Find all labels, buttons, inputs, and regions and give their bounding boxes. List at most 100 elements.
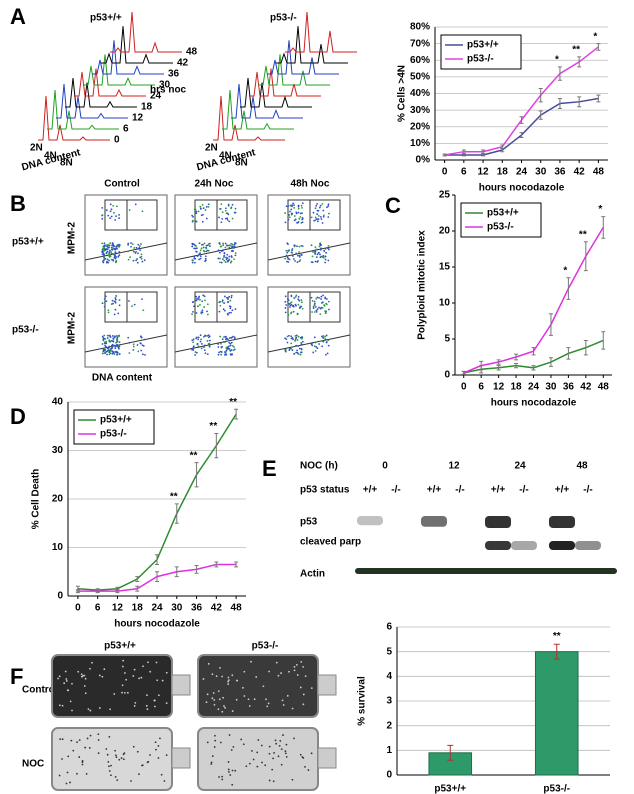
facs-dot: [300, 347, 303, 350]
facs-dot: [202, 246, 205, 249]
facs-dot: [313, 251, 316, 254]
y-tick-label: 80%: [410, 22, 430, 33]
colony: [272, 757, 274, 760]
facs-dot: [103, 305, 106, 308]
facs-dot: [312, 305, 315, 308]
facs-dot: [325, 303, 328, 306]
facs-dot: [101, 214, 104, 217]
y-tick-label: 40: [52, 397, 64, 408]
facs-dot: [204, 257, 207, 260]
ploidy-tick: 4N: [219, 151, 232, 162]
colony: [66, 771, 69, 774]
colony: [121, 691, 123, 694]
facs-dot: [286, 256, 289, 259]
facs-dot: [199, 207, 202, 210]
colony: [105, 748, 108, 750]
colony: [275, 742, 278, 745]
facs-dot: [199, 205, 202, 208]
facs-dot: [224, 295, 226, 298]
band-label: cleaved parp: [300, 537, 361, 548]
colony: [304, 675, 307, 678]
facs-dot: [318, 206, 321, 209]
error-bar: [601, 216, 606, 239]
facs-dot: [132, 250, 135, 253]
facs-dot: [193, 255, 196, 258]
colony: [302, 703, 305, 706]
facs-dot: [116, 353, 118, 356]
histogram-trace: [249, 68, 321, 97]
facs-dot: [234, 308, 237, 311]
colony: [149, 754, 151, 756]
colony: [281, 699, 284, 702]
facs-dot: [227, 260, 229, 263]
histogram-trace: [101, 26, 173, 64]
error-bar: [479, 360, 484, 371]
facs-dot: [314, 216, 317, 219]
facs-dot: [284, 212, 286, 214]
facs-dot: [108, 340, 111, 343]
colony: [136, 750, 139, 753]
colony: [140, 676, 143, 679]
facs-dot: [204, 352, 207, 355]
error-bar: [481, 149, 486, 154]
facs-dot: [289, 210, 291, 213]
facs-dot: [207, 336, 210, 339]
facs-frame: [267, 194, 351, 276]
band: [511, 541, 537, 550]
gate-line: [84, 334, 168, 353]
facs-dot: [206, 244, 209, 247]
facs-dot: [116, 339, 118, 341]
facs-dot: [107, 348, 110, 351]
facs-dot: [118, 335, 120, 338]
colony: [206, 741, 209, 744]
y-tick-label: 40%: [410, 88, 430, 99]
noc-time: 24: [514, 461, 526, 472]
facs-dot: [301, 221, 304, 224]
facs-dot: [325, 353, 327, 356]
facs-dot: [292, 202, 295, 205]
status: +/+: [427, 485, 442, 496]
western-blot: +/+ -/- +/+ -/- +/+ -/- +/+ -/-: [355, 485, 617, 574]
facs-dot: [296, 245, 298, 248]
facs-dot: [315, 297, 318, 300]
facs-dot: [297, 205, 300, 208]
facs-dot: [217, 249, 220, 252]
facs-dot: [300, 301, 303, 304]
facs-dot: [225, 258, 228, 261]
facs-dot: [294, 334, 297, 337]
facs-dot: [118, 345, 121, 348]
colony: [138, 773, 140, 776]
facs-dot: [223, 259, 226, 262]
facs-dot: [288, 216, 291, 219]
facs-dot: [228, 246, 231, 249]
gate: [126, 199, 158, 231]
colony: [114, 749, 116, 752]
condition-label: NOC: [22, 759, 44, 770]
facs-dot: [223, 353, 226, 356]
facs-dot: [203, 349, 206, 351]
facs-dot: [324, 312, 327, 314]
facs-dot: [295, 334, 298, 337]
colony: [138, 677, 140, 680]
noc-time: 12: [448, 461, 460, 472]
hour-label: 30: [159, 80, 171, 91]
colony: [149, 670, 152, 673]
facs-dot: [295, 211, 298, 214]
facs-dot: [118, 299, 121, 301]
colony: [222, 696, 225, 699]
gate: [309, 199, 341, 231]
facs-dot: [217, 353, 220, 356]
facs-dot: [112, 247, 115, 249]
colony: [115, 756, 118, 759]
facs-dot: [140, 336, 143, 339]
facs-dot: [294, 296, 297, 298]
hour-label: 48: [186, 47, 198, 58]
facs-dot: [115, 294, 117, 297]
colony: [221, 778, 224, 781]
x-axis-label: hours nocodazole: [491, 398, 577, 409]
colony: [266, 705, 269, 708]
facs-dot: [324, 255, 327, 258]
colony: [122, 758, 125, 761]
facs-dot: [101, 343, 104, 345]
facs-dot: [201, 300, 204, 303]
